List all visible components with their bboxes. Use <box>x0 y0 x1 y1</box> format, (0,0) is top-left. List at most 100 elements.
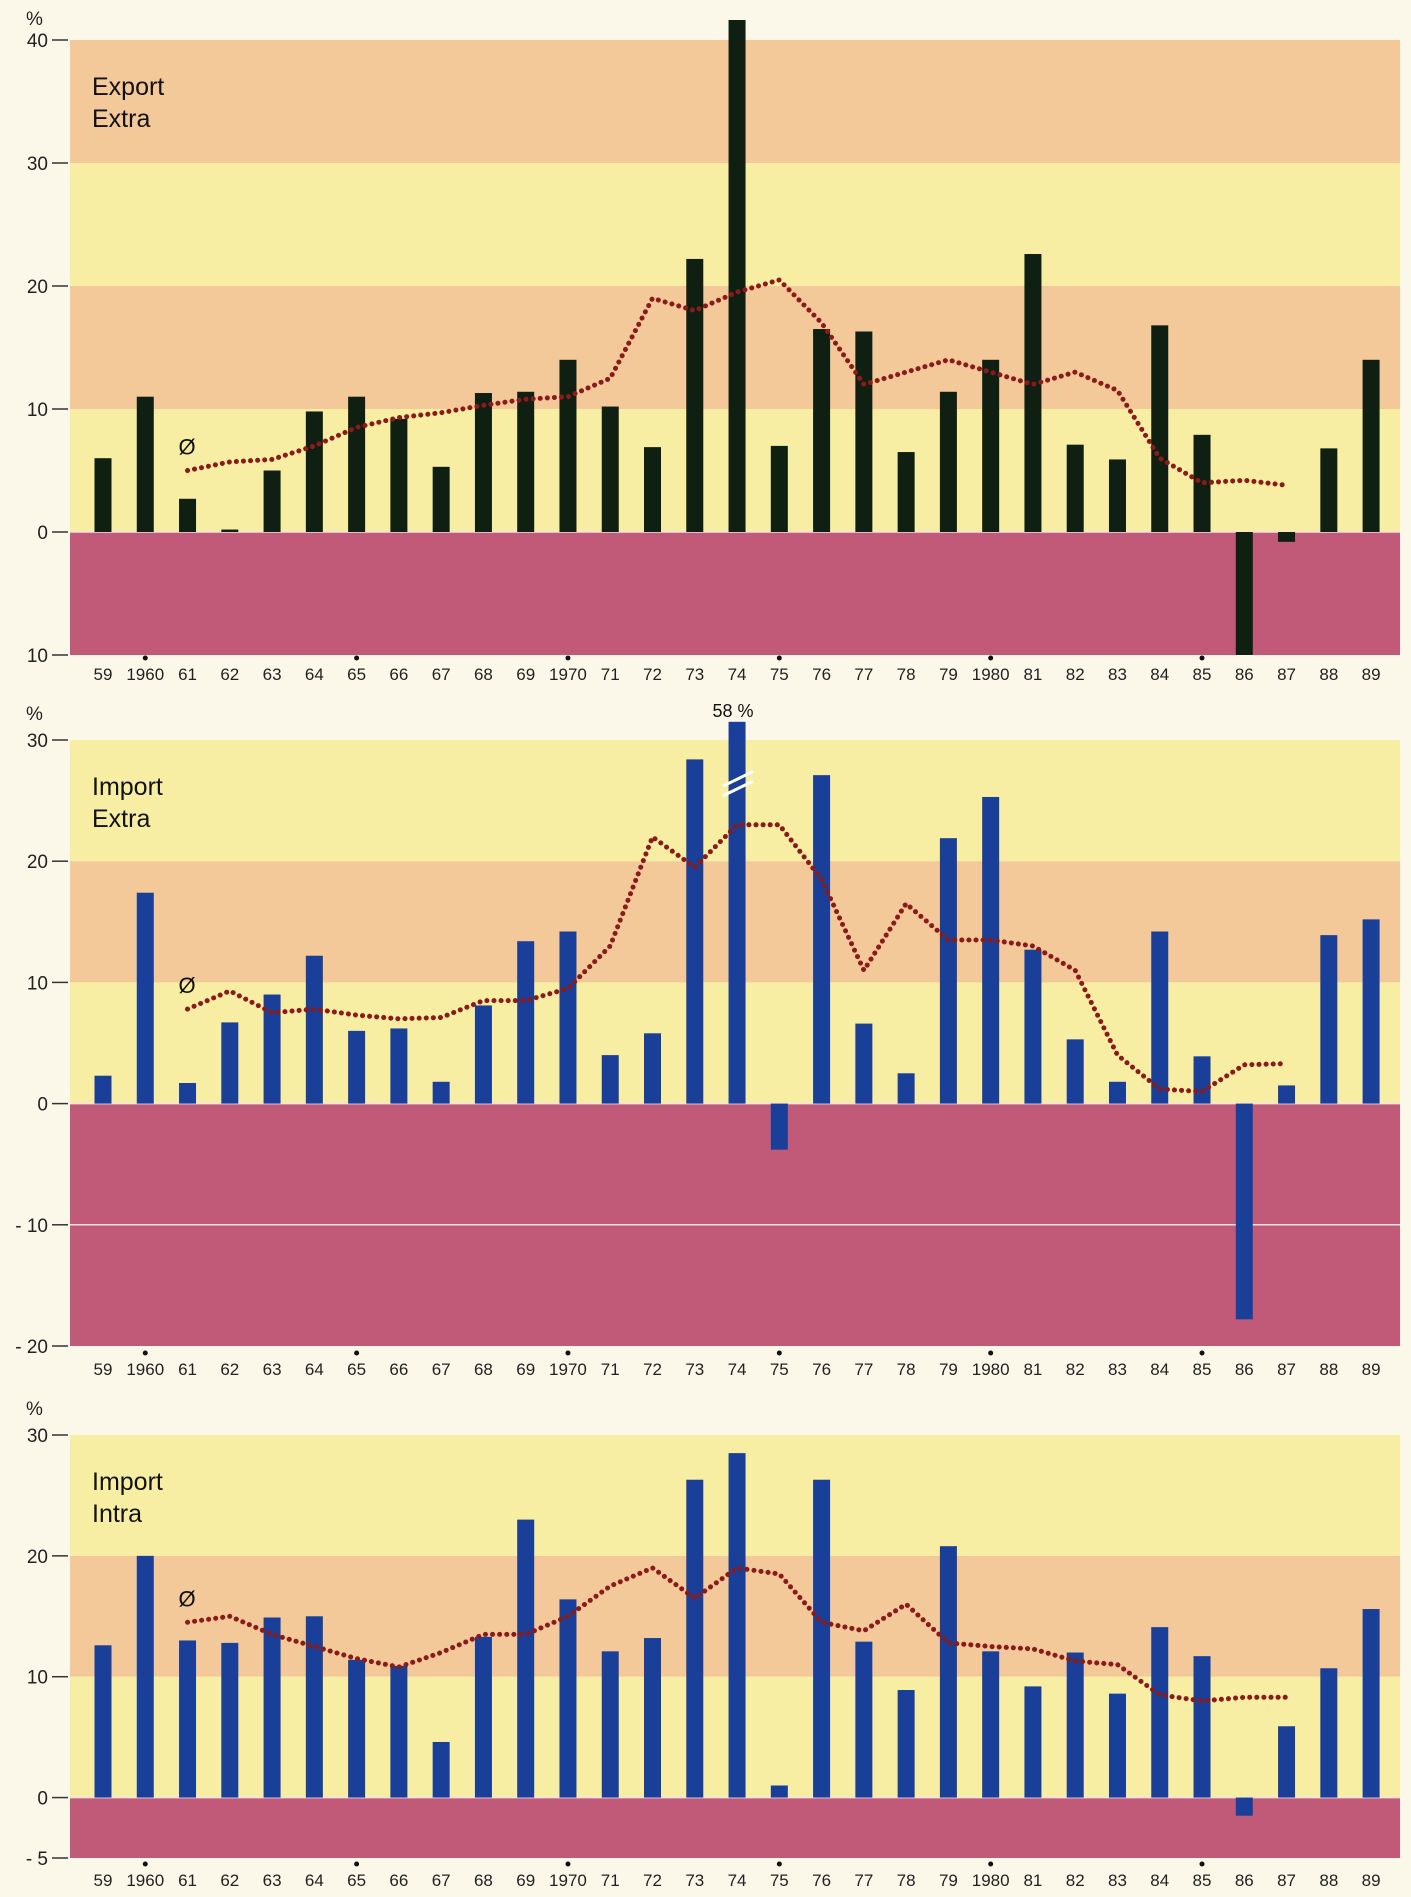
bar-88 <box>1320 448 1338 532</box>
bar-68 <box>474 393 492 532</box>
x-tick-dot <box>565 655 571 661</box>
x-tick-label: 87 <box>1277 1871 1296 1890</box>
x-tick-label: 89 <box>1362 665 1381 684</box>
x-tick-label: 85 <box>1193 665 1212 684</box>
bar-79 <box>939 1546 957 1798</box>
bar-1960 <box>136 1555 154 1798</box>
x-tick-dot <box>988 1350 994 1356</box>
bar-68 <box>474 1636 492 1798</box>
bar-75 <box>770 1785 788 1798</box>
x-tick-label: 73 <box>685 1871 704 1890</box>
x-tick-label: 85 <box>1193 1360 1212 1379</box>
bar-69 <box>517 941 535 1104</box>
bar-79 <box>939 391 957 532</box>
bar-81 <box>1024 254 1042 532</box>
x-tick-label: 1960 <box>126 1360 164 1379</box>
x-tick-label: 84 <box>1150 665 1169 684</box>
bar-71 <box>601 1651 619 1798</box>
average-line <box>185 822 1290 1094</box>
bar-86 <box>1235 1797 1253 1816</box>
bar-82 <box>1066 1039 1084 1104</box>
x-tick-label: 75 <box>770 665 789 684</box>
x-tick-label: 77 <box>854 665 873 684</box>
bar-89 <box>1362 359 1380 532</box>
x-tick-label: 85 <box>1193 1871 1212 1890</box>
bar-71 <box>601 406 619 532</box>
bar-67 <box>432 1081 450 1104</box>
x-tick-label: 88 <box>1319 1360 1338 1379</box>
bar-89 <box>1362 919 1380 1104</box>
y-tick-label: 30 <box>27 1426 48 1447</box>
bar-73 <box>686 1479 704 1798</box>
x-tick-label: 1970 <box>549 665 587 684</box>
x-tick-label: 79 <box>939 665 958 684</box>
x-tick-label: 65 <box>347 1360 366 1379</box>
x-tick-label: 62 <box>220 1360 239 1379</box>
y-tick-label: 0 <box>37 1095 48 1116</box>
y-unit-label: % <box>26 9 43 30</box>
y-unit-label: % <box>26 704 43 725</box>
x-tick-label: 82 <box>1066 1360 1085 1379</box>
bar-77 <box>855 1641 873 1798</box>
bar-72 <box>644 1638 662 1798</box>
x-tick-label: 88 <box>1319 1871 1338 1890</box>
x-tick-label: 87 <box>1277 1360 1296 1379</box>
bar-61 <box>179 1082 197 1104</box>
bar-76 <box>813 1479 831 1798</box>
x-tick-label: 66 <box>389 1360 408 1379</box>
y-tick-label: 10 <box>27 646 48 667</box>
x-tick-label: 63 <box>263 1360 282 1379</box>
average-line <box>185 277 1290 488</box>
bar-1970 <box>559 1599 577 1798</box>
y-unit-label: % <box>26 1399 43 1420</box>
x-tick-label: 67 <box>432 1871 451 1890</box>
bar-67 <box>432 466 450 532</box>
x-tick-label: 83 <box>1108 1360 1127 1379</box>
bar-1970 <box>559 931 577 1104</box>
x-tick-dot <box>1199 1350 1205 1356</box>
y-tick-label: - 5 <box>26 1849 48 1870</box>
bar-72 <box>644 447 662 532</box>
x-tick-dot <box>354 1350 360 1356</box>
y-tick-label: 40 <box>27 31 48 52</box>
x-tick-label: 76 <box>812 665 831 684</box>
bar-59 <box>94 1075 112 1104</box>
bar-73 <box>686 258 704 532</box>
x-tick-label: 78 <box>897 665 916 684</box>
x-tick-label: 59 <box>94 1871 113 1890</box>
bar-89 <box>1362 1609 1380 1798</box>
bar-64 <box>305 955 323 1104</box>
x-tick-label: 74 <box>728 1360 747 1379</box>
bar-82 <box>1066 444 1084 532</box>
bar-71 <box>601 1055 619 1104</box>
bar-1980 <box>982 1651 1000 1798</box>
background-band <box>70 532 1400 655</box>
broken-bar-label: 58 % <box>713 701 754 721</box>
panel-title-line: Export <box>92 73 164 101</box>
x-tick-label: 81 <box>1023 665 1042 684</box>
x-tick-label: 74 <box>728 665 747 684</box>
x-tick-label: 89 <box>1362 1871 1381 1890</box>
bar-66 <box>390 418 408 532</box>
x-tick-label: 61 <box>178 1360 197 1379</box>
bar-65 <box>348 396 366 532</box>
x-tick-label: 68 <box>474 1360 493 1379</box>
bar-85 <box>1193 1056 1211 1104</box>
bar-78 <box>897 1073 915 1104</box>
y-tick-label: 10 <box>27 973 48 994</box>
x-tick-dot <box>988 655 994 661</box>
x-tick-label: 61 <box>178 665 197 684</box>
bar-86 <box>1235 1103 1253 1320</box>
x-tick-label: 67 <box>432 1360 451 1379</box>
bar-79 <box>939 838 957 1104</box>
x-tick-label: 88 <box>1319 665 1338 684</box>
bar-83 <box>1108 1081 1126 1104</box>
bar-84 <box>1151 931 1169 1104</box>
bar-74 <box>728 721 746 1104</box>
x-tick-label: 75 <box>770 1360 789 1379</box>
x-tick-label: 81 <box>1023 1871 1042 1890</box>
x-tick-label: 71 <box>601 1360 620 1379</box>
x-tick-label: 62 <box>220 1871 239 1890</box>
x-tick-label: 76 <box>812 1360 831 1379</box>
bar-66 <box>390 1665 408 1798</box>
